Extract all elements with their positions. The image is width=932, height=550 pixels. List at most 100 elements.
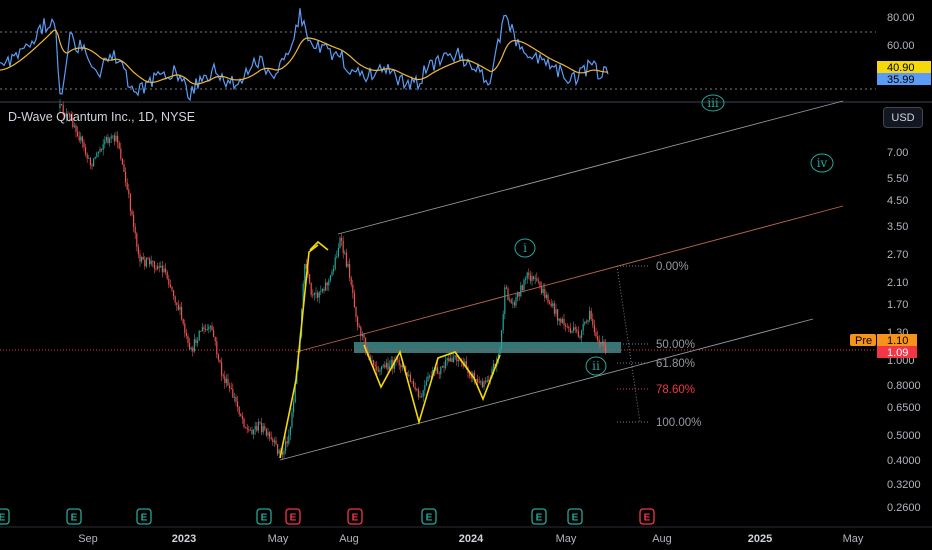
- y-tick-label: 2.70: [887, 249, 908, 261]
- candle-body: [99, 149, 101, 152]
- earnings-event-marker[interactable]: E: [66, 508, 82, 525]
- candle-body: [294, 383, 296, 403]
- candle-body: [309, 274, 311, 283]
- x-axis: Sep 2023 May Aug 2024 May Aug 2025 May: [78, 533, 864, 545]
- candle-body: [413, 381, 415, 388]
- svg-text:iv: iv: [817, 156, 828, 170]
- candle-body: [528, 272, 530, 276]
- candle-body: [558, 318, 560, 321]
- candle-body: [91, 165, 93, 167]
- candle-body: [312, 294, 314, 296]
- candle-body: [70, 116, 72, 118]
- earnings-event-marker[interactable]: E: [639, 508, 655, 525]
- candle-body: [200, 330, 202, 332]
- candle-body: [113, 135, 115, 142]
- osc-tick-label: 60.00: [887, 40, 915, 52]
- candle-body: [469, 372, 471, 377]
- svg-text:E: E: [0, 513, 6, 524]
- candle-body: [494, 363, 496, 366]
- candle-body: [253, 429, 255, 435]
- candle-body: [317, 293, 319, 298]
- currency-button[interactable]: USD: [883, 107, 923, 128]
- candle-body: [531, 276, 533, 281]
- candle-body: [289, 426, 291, 436]
- candle-body: [393, 360, 395, 369]
- earnings-event-marker[interactable]: E: [421, 508, 437, 525]
- candle-body: [409, 374, 411, 382]
- candle-body: [486, 380, 488, 383]
- candle-body: [219, 359, 221, 363]
- candle-body: [509, 299, 511, 301]
- candle-body: [189, 343, 191, 350]
- candle-body: [541, 286, 543, 293]
- fib-label: 100.00%: [656, 417, 701, 429]
- candle-body: [605, 345, 607, 353]
- earnings-event-marker[interactable]: E: [285, 508, 301, 525]
- earnings-event-marker[interactable]: E: [136, 508, 152, 525]
- candle-body: [233, 397, 235, 398]
- candle-body: [126, 182, 128, 190]
- y-tick-label: 3.50: [887, 221, 908, 233]
- candle-body: [601, 341, 603, 345]
- candle-body: [285, 441, 287, 451]
- candle-body: [293, 402, 295, 413]
- candle-body: [598, 339, 600, 343]
- candle-body: [491, 368, 493, 378]
- candle-body: [313, 293, 315, 295]
- osc-value-badge-1: [877, 61, 931, 73]
- candle-body: [342, 240, 344, 253]
- candle-body: [206, 329, 208, 330]
- candle-body: [62, 105, 64, 115]
- y-tick-label: 1.70: [887, 299, 908, 311]
- candle-body: [561, 319, 563, 323]
- candle-body: [173, 290, 175, 297]
- earnings-event-marker[interactable]: E: [531, 508, 547, 525]
- candle-body: [225, 378, 227, 383]
- candle-body: [267, 432, 269, 436]
- candle-body: [136, 233, 138, 247]
- pattern-impulse-line: [279, 244, 319, 459]
- candle-body: [323, 289, 325, 291]
- chart-title: D-Wave Quantum Inc., 1D, NYSE: [8, 110, 196, 124]
- y-tick-label: 0.8000: [887, 380, 921, 392]
- candle-body: [232, 389, 234, 398]
- candle-body: [398, 359, 400, 366]
- candle-body: [134, 226, 136, 234]
- candle-body: [238, 407, 240, 415]
- candle-body: [365, 337, 367, 351]
- candle-body: [109, 138, 111, 143]
- candle-body: [593, 324, 595, 333]
- candle-body: [72, 117, 74, 127]
- candle-body: [110, 136, 112, 139]
- pattern-base-line: [363, 344, 501, 425]
- candle-body: [344, 252, 346, 254]
- earnings-event-marker[interactable]: E: [567, 508, 583, 525]
- earnings-event-marker[interactable]: E: [347, 508, 363, 525]
- x-tick-label: May: [843, 533, 864, 545]
- candle-body: [310, 282, 312, 295]
- candle-body: [569, 328, 571, 333]
- candle-body: [123, 164, 125, 173]
- candle-body: [501, 330, 503, 349]
- earnings-event-marker[interactable]: E: [256, 508, 272, 525]
- candle-body: [166, 272, 168, 279]
- candle-body: [339, 237, 341, 248]
- candle-body: [333, 268, 335, 272]
- y-tick-label: 0.2600: [887, 502, 921, 514]
- y-tick-label: 5.50: [887, 173, 908, 185]
- candle-body: [185, 333, 187, 337]
- osc-series-line-2: [0, 29, 609, 85]
- event-marker-partial[interactable]: E: [0, 508, 10, 525]
- candle-body: [145, 257, 147, 267]
- candle-body: [504, 287, 506, 315]
- candle-body: [193, 339, 195, 352]
- candle-body: [590, 310, 592, 319]
- candle-body: [181, 307, 183, 319]
- candle-body: [483, 381, 485, 388]
- candle-body: [350, 277, 352, 285]
- candle-body: [155, 268, 157, 270]
- candle-body: [328, 280, 330, 286]
- svg-text:E: E: [536, 513, 543, 524]
- candle-body: [59, 103, 61, 108]
